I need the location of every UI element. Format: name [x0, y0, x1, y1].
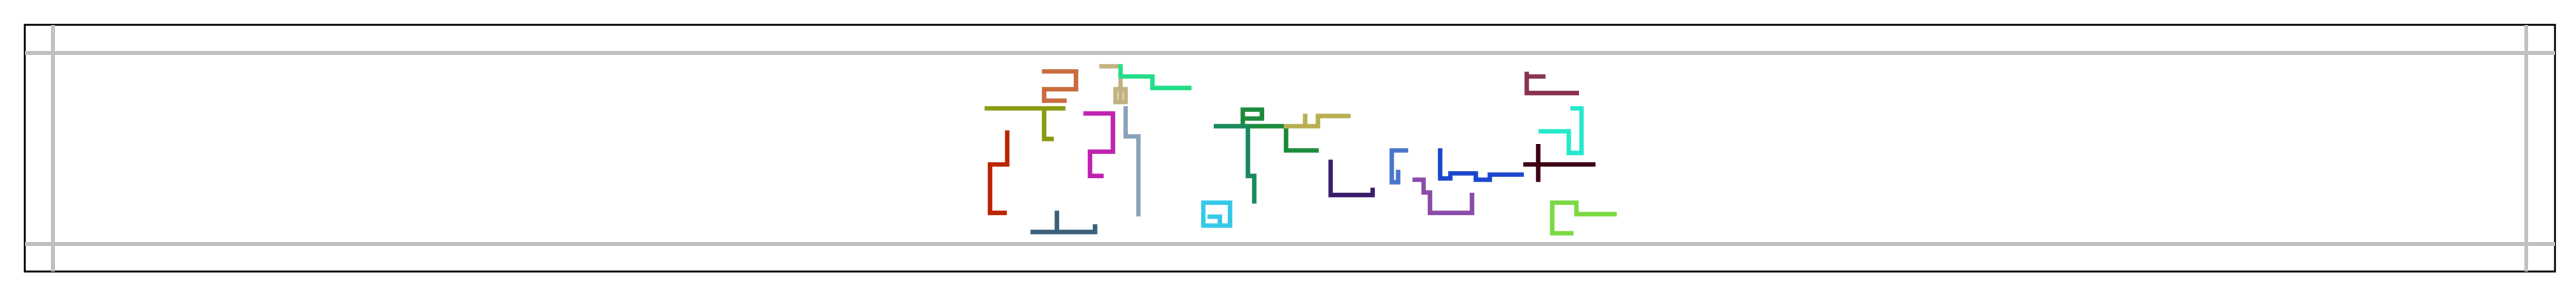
- path-lime-b: [1550, 200, 1574, 236]
- guide-lines: [25, 25, 2555, 272]
- path-lime: [1550, 200, 1617, 217]
- path-indigo: [1328, 159, 1375, 198]
- path-cyan-b: [1207, 214, 1222, 228]
- path-green: [1242, 124, 1319, 153]
- path-rust: [987, 130, 1010, 215]
- path-steel: [1123, 106, 1141, 217]
- path-sienna: [1042, 69, 1079, 103]
- colored-paths: [984, 64, 1617, 236]
- path-cyan: [1201, 200, 1233, 228]
- path-green-b: [1240, 107, 1264, 129]
- path-maroon: [1523, 144, 1596, 182]
- outer-frame: [24, 24, 2556, 273]
- path-slate: [1030, 210, 1098, 235]
- path-plum: [1524, 71, 1579, 96]
- path-royal: [1438, 148, 1524, 182]
- path-magenta: [1083, 111, 1115, 178]
- path-olive: [984, 106, 1066, 141]
- path-blue: [1389, 148, 1408, 185]
- path-violet: [1412, 177, 1475, 215]
- path-teal: [1214, 124, 1257, 204]
- path-aqua: [1538, 106, 1584, 156]
- path-khaki: [1284, 113, 1351, 129]
- path-spring: [1118, 64, 1192, 91]
